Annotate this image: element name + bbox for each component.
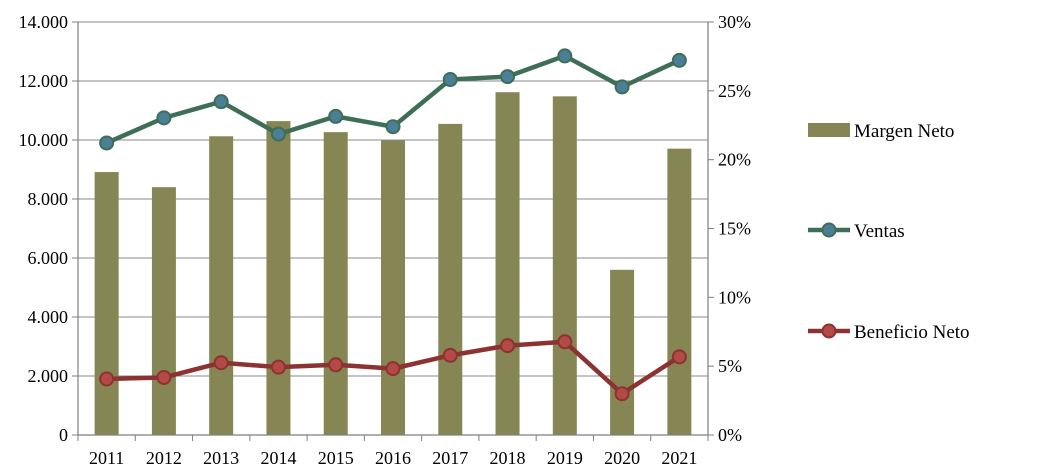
legend-label-beneficio-neto: Beneficio Neto xyxy=(854,322,970,343)
point-ventas-2017 xyxy=(442,72,458,88)
point-ventas-2011 xyxy=(99,135,115,151)
bar-margen-neto-2018 xyxy=(495,92,520,436)
right-tick-label-4: 20% xyxy=(718,150,751,170)
left-tick-label-3: 6.000 xyxy=(28,248,69,268)
legend-label-ventas: Ventas xyxy=(854,221,905,242)
x-tick-label-2018: 2018 xyxy=(490,448,526,468)
bar-margen-neto-2014 xyxy=(266,121,291,436)
bar-margen-neto-2012 xyxy=(151,187,176,435)
point-beneficio-neto-2015 xyxy=(328,357,344,373)
bar-margen-neto-2011 xyxy=(94,172,119,435)
point-ventas-2015 xyxy=(328,108,344,124)
bar-series-margen-neto xyxy=(94,92,692,436)
x-tick-label-2021: 2021 xyxy=(661,448,697,468)
point-beneficio-neto-2011 xyxy=(99,371,115,387)
legend-marker-ventas xyxy=(821,222,837,238)
x-tick-label-2016: 2016 xyxy=(375,448,411,468)
bar-margen-neto-2021 xyxy=(667,148,692,436)
point-beneficio-neto-2021 xyxy=(671,349,687,365)
x-tick-label-2012: 2012 xyxy=(146,448,182,468)
point-ventas-2021 xyxy=(671,52,687,68)
point-beneficio-neto-2012 xyxy=(156,369,172,385)
axes: 0 2.000 4.000 6.000 8.000 10.000 12.000 14.000 0… xyxy=(19,12,752,468)
x-tick-label-2020: 2020 xyxy=(604,448,640,468)
left-tick-label-0: 0 xyxy=(59,425,68,445)
bar-margen-neto-2013 xyxy=(209,136,234,435)
x-tick-label-2014: 2014 xyxy=(260,448,296,468)
legend: Margen Neto Ventas Beneficio Neto xyxy=(808,121,970,343)
left-tick-label-1: 2.000 xyxy=(28,366,69,386)
point-beneficio-neto-2018 xyxy=(500,338,516,354)
x-tick-label-2015: 2015 xyxy=(318,448,354,468)
legend-swatch-margen-neto xyxy=(808,123,850,137)
left-tick-label-7: 14.000 xyxy=(19,12,69,32)
bar-margen-neto-2017 xyxy=(438,123,463,435)
x-tick-label-2019: 2019 xyxy=(547,448,583,468)
point-beneficio-neto-2019 xyxy=(557,334,573,350)
point-ventas-2020 xyxy=(614,79,630,95)
point-ventas-2018 xyxy=(500,69,516,85)
left-tick-label-6: 12.000 xyxy=(19,71,69,91)
legend-marker-beneficio-neto xyxy=(821,323,837,339)
right-tick-label-0: 0% xyxy=(718,425,742,445)
bar-margen-neto-2015 xyxy=(323,132,348,435)
point-beneficio-neto-2017 xyxy=(442,347,458,363)
point-ventas-2014 xyxy=(270,126,286,142)
point-beneficio-neto-2020 xyxy=(614,386,630,402)
right-tick-label-3: 15% xyxy=(718,219,751,239)
x-tick-label-2011: 2011 xyxy=(89,448,124,468)
legend-label-margen-neto: Margen Neto xyxy=(854,121,954,142)
bar-margen-neto-2020 xyxy=(610,269,635,435)
bar-margen-neto-2016 xyxy=(381,140,405,436)
point-ventas-2012 xyxy=(156,110,172,126)
line-series xyxy=(99,48,687,402)
right-tick-label-1: 5% xyxy=(718,356,742,376)
point-ventas-2013 xyxy=(213,94,229,110)
right-tick-label-6: 30% xyxy=(718,12,751,32)
bar-margen-neto-2019 xyxy=(552,96,577,435)
left-tick-label-4: 8.000 xyxy=(28,189,69,209)
left-tick-label-5: 10.000 xyxy=(19,130,69,150)
left-tick-label-2: 4.000 xyxy=(28,307,69,327)
point-beneficio-neto-2013 xyxy=(213,355,229,371)
right-tick-label-5: 25% xyxy=(718,81,751,101)
x-tick-label-2017: 2017 xyxy=(432,448,468,468)
point-beneficio-neto-2014 xyxy=(270,359,286,375)
right-tick-label-2: 10% xyxy=(718,287,751,307)
point-beneficio-neto-2016 xyxy=(385,361,401,377)
x-tick-label-2013: 2013 xyxy=(203,448,239,468)
point-ventas-2019 xyxy=(557,48,573,64)
point-ventas-2016 xyxy=(385,119,401,135)
